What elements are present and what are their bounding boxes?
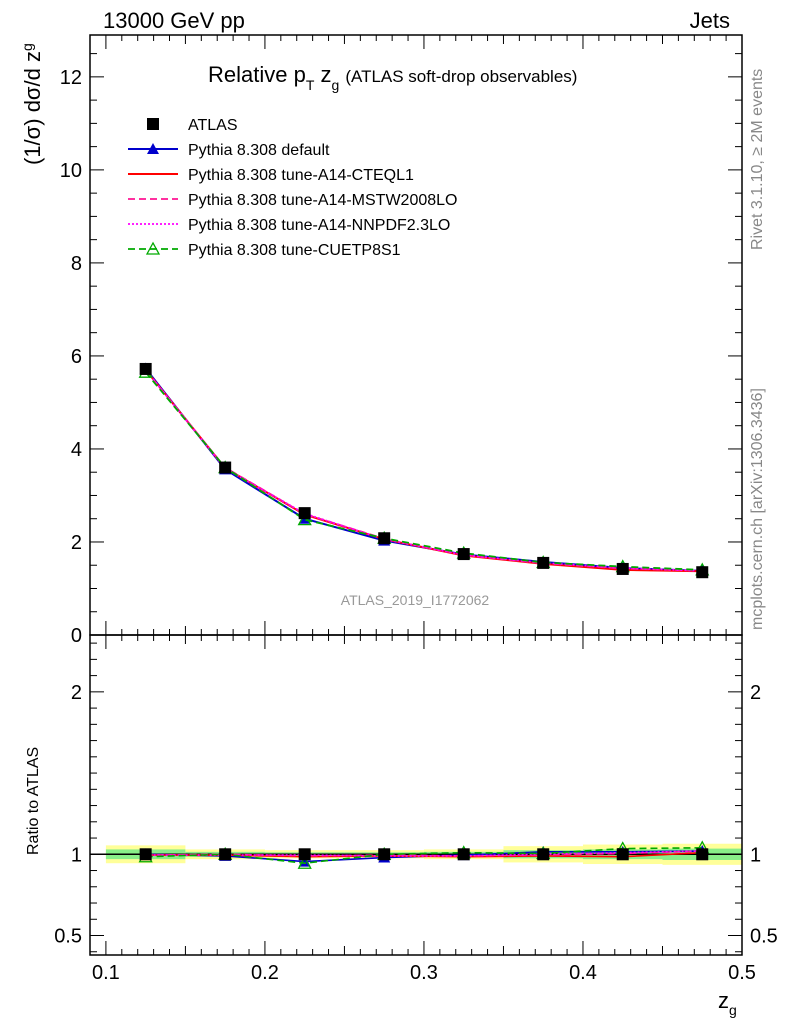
x-axis-label: zg xyxy=(718,988,737,1018)
marker-square xyxy=(298,848,311,861)
marker-square xyxy=(696,566,709,579)
legend: ATLAS Pythia 8.308 default Pythia 8.308 tu… xyxy=(128,117,457,259)
y-tick-label: 4 xyxy=(71,439,82,461)
marker-square xyxy=(219,461,232,474)
legend-label: Pythia 8.308 tune-CUETP8S1 xyxy=(188,242,401,259)
y-axis-label: (1/σ) dσ/d zg xyxy=(19,43,45,165)
marker-triangle xyxy=(147,143,159,154)
ratio-series-line xyxy=(145,846,703,865)
marker-square xyxy=(537,556,550,569)
y-tick-label: 0 xyxy=(71,625,82,647)
x-tick-label: 0.1 xyxy=(92,962,120,984)
y-tick-label: 6 xyxy=(71,346,82,368)
marker-square xyxy=(147,118,159,130)
marker-open-triangle xyxy=(297,855,312,869)
legend-label: Pythia 8.308 tune-A14-NNPDF2.3LO xyxy=(188,217,450,234)
legend-label: Pythia 8.308 tune-A14-CTEQL1 xyxy=(188,167,414,184)
marker-square xyxy=(696,848,709,861)
series-line xyxy=(144,369,703,572)
analysis-watermark: ATLAS_2019_I1772062 xyxy=(341,592,490,608)
ratio-frame xyxy=(89,634,743,956)
marker-square xyxy=(139,362,152,375)
marker-square xyxy=(219,848,232,861)
x-tick-label: 0.3 xyxy=(410,962,438,984)
series-line xyxy=(144,371,703,571)
ratio-y-tick-label-right: 2 xyxy=(750,682,761,704)
marker-square xyxy=(139,848,152,861)
marker-square xyxy=(616,848,629,861)
mcplots-label: mcplots.cern.ch [arXiv:1306.3436] xyxy=(749,388,766,630)
ratio-y-tick-label-right: 1 xyxy=(750,844,761,866)
marker-square xyxy=(537,848,550,861)
legend-label: Pythia 8.308 default xyxy=(188,142,330,159)
y-tick-label: 2 xyxy=(71,532,82,554)
marker-open-triangle xyxy=(145,241,161,255)
rivet-label: Rivet 3.1.10, ≥ 2M events xyxy=(749,69,766,250)
ratio-y-axis-label: Ratio to ATLAS xyxy=(25,747,42,855)
main-panel: 0 2 4 6 8 10 12 xyxy=(60,34,743,647)
marker-square xyxy=(378,848,391,861)
header-left: 13000 GeV pp xyxy=(103,8,245,33)
y-tick-label: 8 xyxy=(71,253,82,275)
y-tick-label: 12 xyxy=(60,67,82,89)
marker-square xyxy=(298,507,311,520)
header-right: Jets xyxy=(690,8,730,33)
legend-label: ATLAS xyxy=(188,117,238,134)
marker-square xyxy=(457,848,470,861)
ratio-y-tick-label: 2 xyxy=(71,682,82,704)
marker-square xyxy=(378,532,391,545)
y-tick-label: 10 xyxy=(60,160,82,182)
marker-open-triangle xyxy=(297,512,312,526)
legend-label: Pythia 8.308 tune-A14-MSTW2008LO xyxy=(188,192,457,209)
marker-square xyxy=(616,562,629,575)
ratio-y-tick-label: 1 xyxy=(71,844,82,866)
ratio-y-tick-label: 0.5 xyxy=(54,926,82,948)
x-tick-label: 0.2 xyxy=(251,962,279,984)
x-tick-label: 0.5 xyxy=(728,962,756,984)
ratio-y-tick-label-right: 0.5 xyxy=(750,926,778,948)
chart-title: Relative pT zg (ATLAS soft-drop observabl… xyxy=(208,62,577,93)
marker-square xyxy=(457,548,470,561)
ratio-panel: 0.1 0.2 0.3 0.4 0.5 0.5 0.5 1 1 2 2 xyxy=(54,634,778,984)
x-tick-label: 0.4 xyxy=(569,962,597,984)
